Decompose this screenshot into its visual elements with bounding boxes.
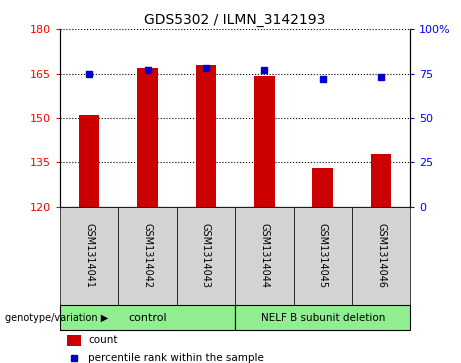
Text: GSM1314043: GSM1314043 xyxy=(201,223,211,289)
Bar xyxy=(195,65,216,207)
Bar xyxy=(235,207,294,305)
Text: NELF B subunit deletion: NELF B subunit deletion xyxy=(260,313,385,323)
Bar xyxy=(313,168,333,207)
Bar xyxy=(60,305,235,330)
Text: percentile rank within the sample: percentile rank within the sample xyxy=(88,352,264,363)
Bar xyxy=(254,77,275,207)
Text: control: control xyxy=(128,313,167,323)
Title: GDS5302 / ILMN_3142193: GDS5302 / ILMN_3142193 xyxy=(144,13,326,26)
Text: genotype/variation ▶: genotype/variation ▶ xyxy=(5,313,108,323)
Bar xyxy=(352,207,410,305)
Bar xyxy=(137,68,158,207)
Bar xyxy=(118,207,177,305)
Bar xyxy=(294,207,352,305)
Text: GSM1314044: GSM1314044 xyxy=(259,223,269,289)
Bar xyxy=(371,154,391,207)
Text: count: count xyxy=(88,335,118,346)
Text: GSM1314045: GSM1314045 xyxy=(318,223,328,289)
Text: GSM1314042: GSM1314042 xyxy=(142,223,153,289)
Bar xyxy=(60,207,118,305)
Bar xyxy=(235,305,410,330)
Bar xyxy=(79,115,100,207)
Text: GSM1314041: GSM1314041 xyxy=(84,223,94,289)
Text: GSM1314046: GSM1314046 xyxy=(376,223,386,289)
Bar xyxy=(67,335,81,346)
Bar xyxy=(177,207,235,305)
